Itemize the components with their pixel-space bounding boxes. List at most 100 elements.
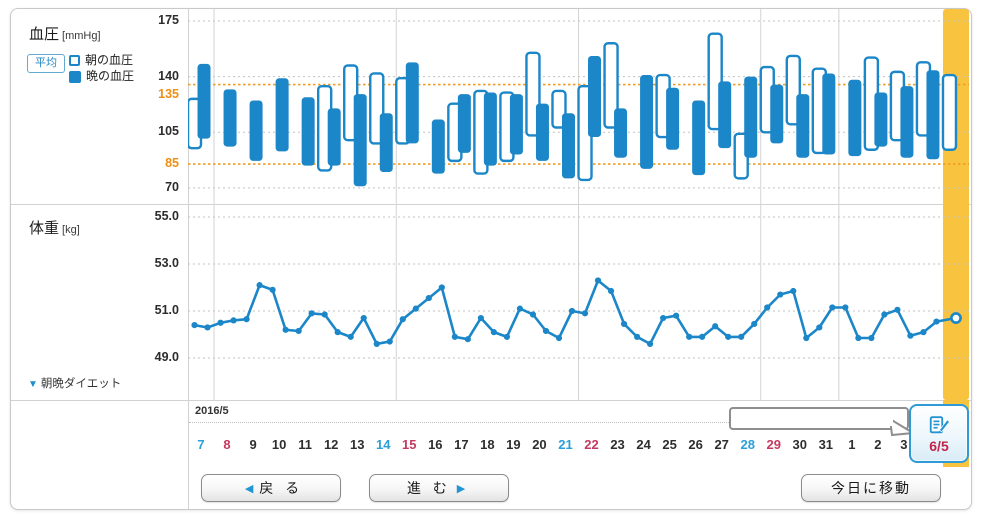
bp-unit-label: [mmHg] bbox=[62, 30, 101, 42]
weight-point bbox=[907, 332, 914, 339]
diet-mode-text: 朝晩ダイエット bbox=[40, 378, 122, 390]
weight-point bbox=[282, 326, 289, 333]
forward-button[interactable]: 進 む ▶ bbox=[369, 474, 509, 502]
weight-point bbox=[334, 329, 341, 336]
date-label: 18 bbox=[480, 437, 495, 452]
axis-tick-label: 53.0 bbox=[154, 256, 179, 270]
weight-point bbox=[620, 320, 628, 328]
axis-tick-label: 55.0 bbox=[154, 209, 179, 223]
today-memo-badge[interactable]: 6/5 bbox=[909, 404, 969, 463]
bp-legend: 朝の血圧 晩の血圧 bbox=[69, 54, 134, 86]
weight-point bbox=[386, 338, 393, 345]
weight-point bbox=[881, 311, 888, 318]
go-to-today-button[interactable]: 今日に移動 bbox=[801, 474, 941, 502]
diet-mode-label[interactable]: ▼ 朝晩ダイエット bbox=[28, 375, 121, 391]
date-label: 23 bbox=[610, 437, 625, 452]
weight-point bbox=[751, 320, 758, 328]
weight-point bbox=[855, 334, 862, 342]
weight-point bbox=[568, 307, 576, 315]
date-label: 20 bbox=[532, 437, 547, 452]
weight-point bbox=[243, 316, 250, 323]
date-label: 29 bbox=[766, 437, 781, 452]
date-label: 24 bbox=[636, 437, 651, 452]
back-button-label: 戻 る bbox=[259, 480, 304, 496]
evening-bp-swatch-icon bbox=[69, 70, 81, 83]
weight-point bbox=[490, 329, 497, 336]
weight-point bbox=[594, 277, 602, 284]
weight-point bbox=[699, 333, 706, 340]
date-label: 22 bbox=[584, 437, 599, 452]
bp-bar-evening bbox=[614, 108, 628, 158]
bp-bar-evening bbox=[900, 86, 914, 158]
bp-weight-divider bbox=[11, 204, 971, 205]
date-label: 26 bbox=[688, 437, 703, 452]
weight-point bbox=[204, 324, 211, 331]
weight-point bbox=[438, 284, 445, 291]
bp-bar-evening bbox=[431, 119, 445, 174]
axis-tick-label: 70 bbox=[165, 179, 179, 194]
bp-bar-evening bbox=[249, 100, 263, 161]
date-label: 12 bbox=[323, 437, 339, 452]
bp-weight-chart bbox=[188, 9, 969, 400]
bp-bar-evening bbox=[874, 92, 888, 147]
weight-point bbox=[673, 312, 680, 319]
back-button[interactable]: ◀ 戻 る bbox=[201, 474, 341, 502]
weight-line bbox=[193, 279, 958, 346]
date-label: 31 bbox=[818, 437, 834, 452]
bp-bar-evening bbox=[561, 113, 575, 179]
bp-bar-evening bbox=[796, 94, 810, 158]
weight-point bbox=[464, 336, 471, 343]
arrow-right-icon: ▶ bbox=[456, 482, 466, 495]
weight-point bbox=[633, 333, 641, 340]
sidebar-plot-divider bbox=[188, 9, 189, 509]
forward-button-label: 進 む bbox=[406, 480, 451, 496]
date-label: 25 bbox=[662, 437, 677, 452]
weight-point bbox=[373, 340, 380, 347]
date-label: 21 bbox=[558, 437, 573, 452]
bp-guide-tick-label: 85 bbox=[165, 156, 179, 171]
date-label: 2 bbox=[874, 437, 882, 452]
weight-point bbox=[256, 282, 263, 289]
weight-point bbox=[829, 304, 836, 311]
bp-bar-evening bbox=[405, 62, 419, 144]
weight-point bbox=[920, 329, 927, 336]
today-button-label: 今日に移動 bbox=[831, 480, 911, 496]
date-label: 7 bbox=[197, 437, 205, 452]
weight-point bbox=[712, 323, 719, 330]
weight-point bbox=[308, 310, 315, 317]
weight-point bbox=[581, 310, 589, 317]
legend-evening-label: 晩の血圧 bbox=[86, 69, 135, 83]
bp-bar-evening bbox=[301, 97, 315, 166]
graph-card: 血圧 [mmHg] 平均 朝の血圧 晩の血圧 体重 [kg] ▼ 朝晩ダイエット 17… bbox=[10, 8, 972, 510]
bp-bar-evening bbox=[197, 63, 211, 139]
average-toggle-button[interactable]: 平均 bbox=[27, 54, 65, 73]
axis-tick-label: 175 bbox=[158, 13, 179, 27]
date-label: 3 bbox=[900, 437, 908, 452]
date-label: 27 bbox=[714, 437, 729, 452]
date-label: 15 bbox=[402, 437, 417, 452]
weight-point bbox=[790, 287, 797, 295]
weight-point bbox=[607, 287, 615, 295]
date-label: 13 bbox=[349, 437, 365, 452]
weight-point bbox=[686, 333, 693, 340]
date-label: 30 bbox=[792, 437, 808, 452]
memo-edit-icon bbox=[929, 415, 950, 433]
axis-tick-label: 140 bbox=[158, 68, 179, 83]
bp-bar-evening bbox=[692, 100, 706, 176]
bp-bar-evening bbox=[666, 87, 680, 150]
bp-bar-evening bbox=[535, 103, 549, 161]
bp-bar-evening bbox=[770, 84, 784, 144]
bp-bar-evening bbox=[223, 89, 237, 147]
bp-bar-evening bbox=[926, 70, 940, 160]
weight-point bbox=[399, 316, 406, 323]
weight-point bbox=[933, 318, 940, 325]
weight-point bbox=[529, 311, 537, 318]
weight-section-title: 体重 [kg] bbox=[29, 217, 80, 238]
weight-point bbox=[295, 327, 302, 335]
memo-bubble-tail bbox=[889, 418, 915, 437]
weight-point bbox=[894, 306, 901, 313]
weight-point bbox=[360, 314, 367, 322]
today-column-highlight-chart bbox=[942, 9, 969, 400]
weight-unit-label: [kg] bbox=[62, 224, 80, 236]
